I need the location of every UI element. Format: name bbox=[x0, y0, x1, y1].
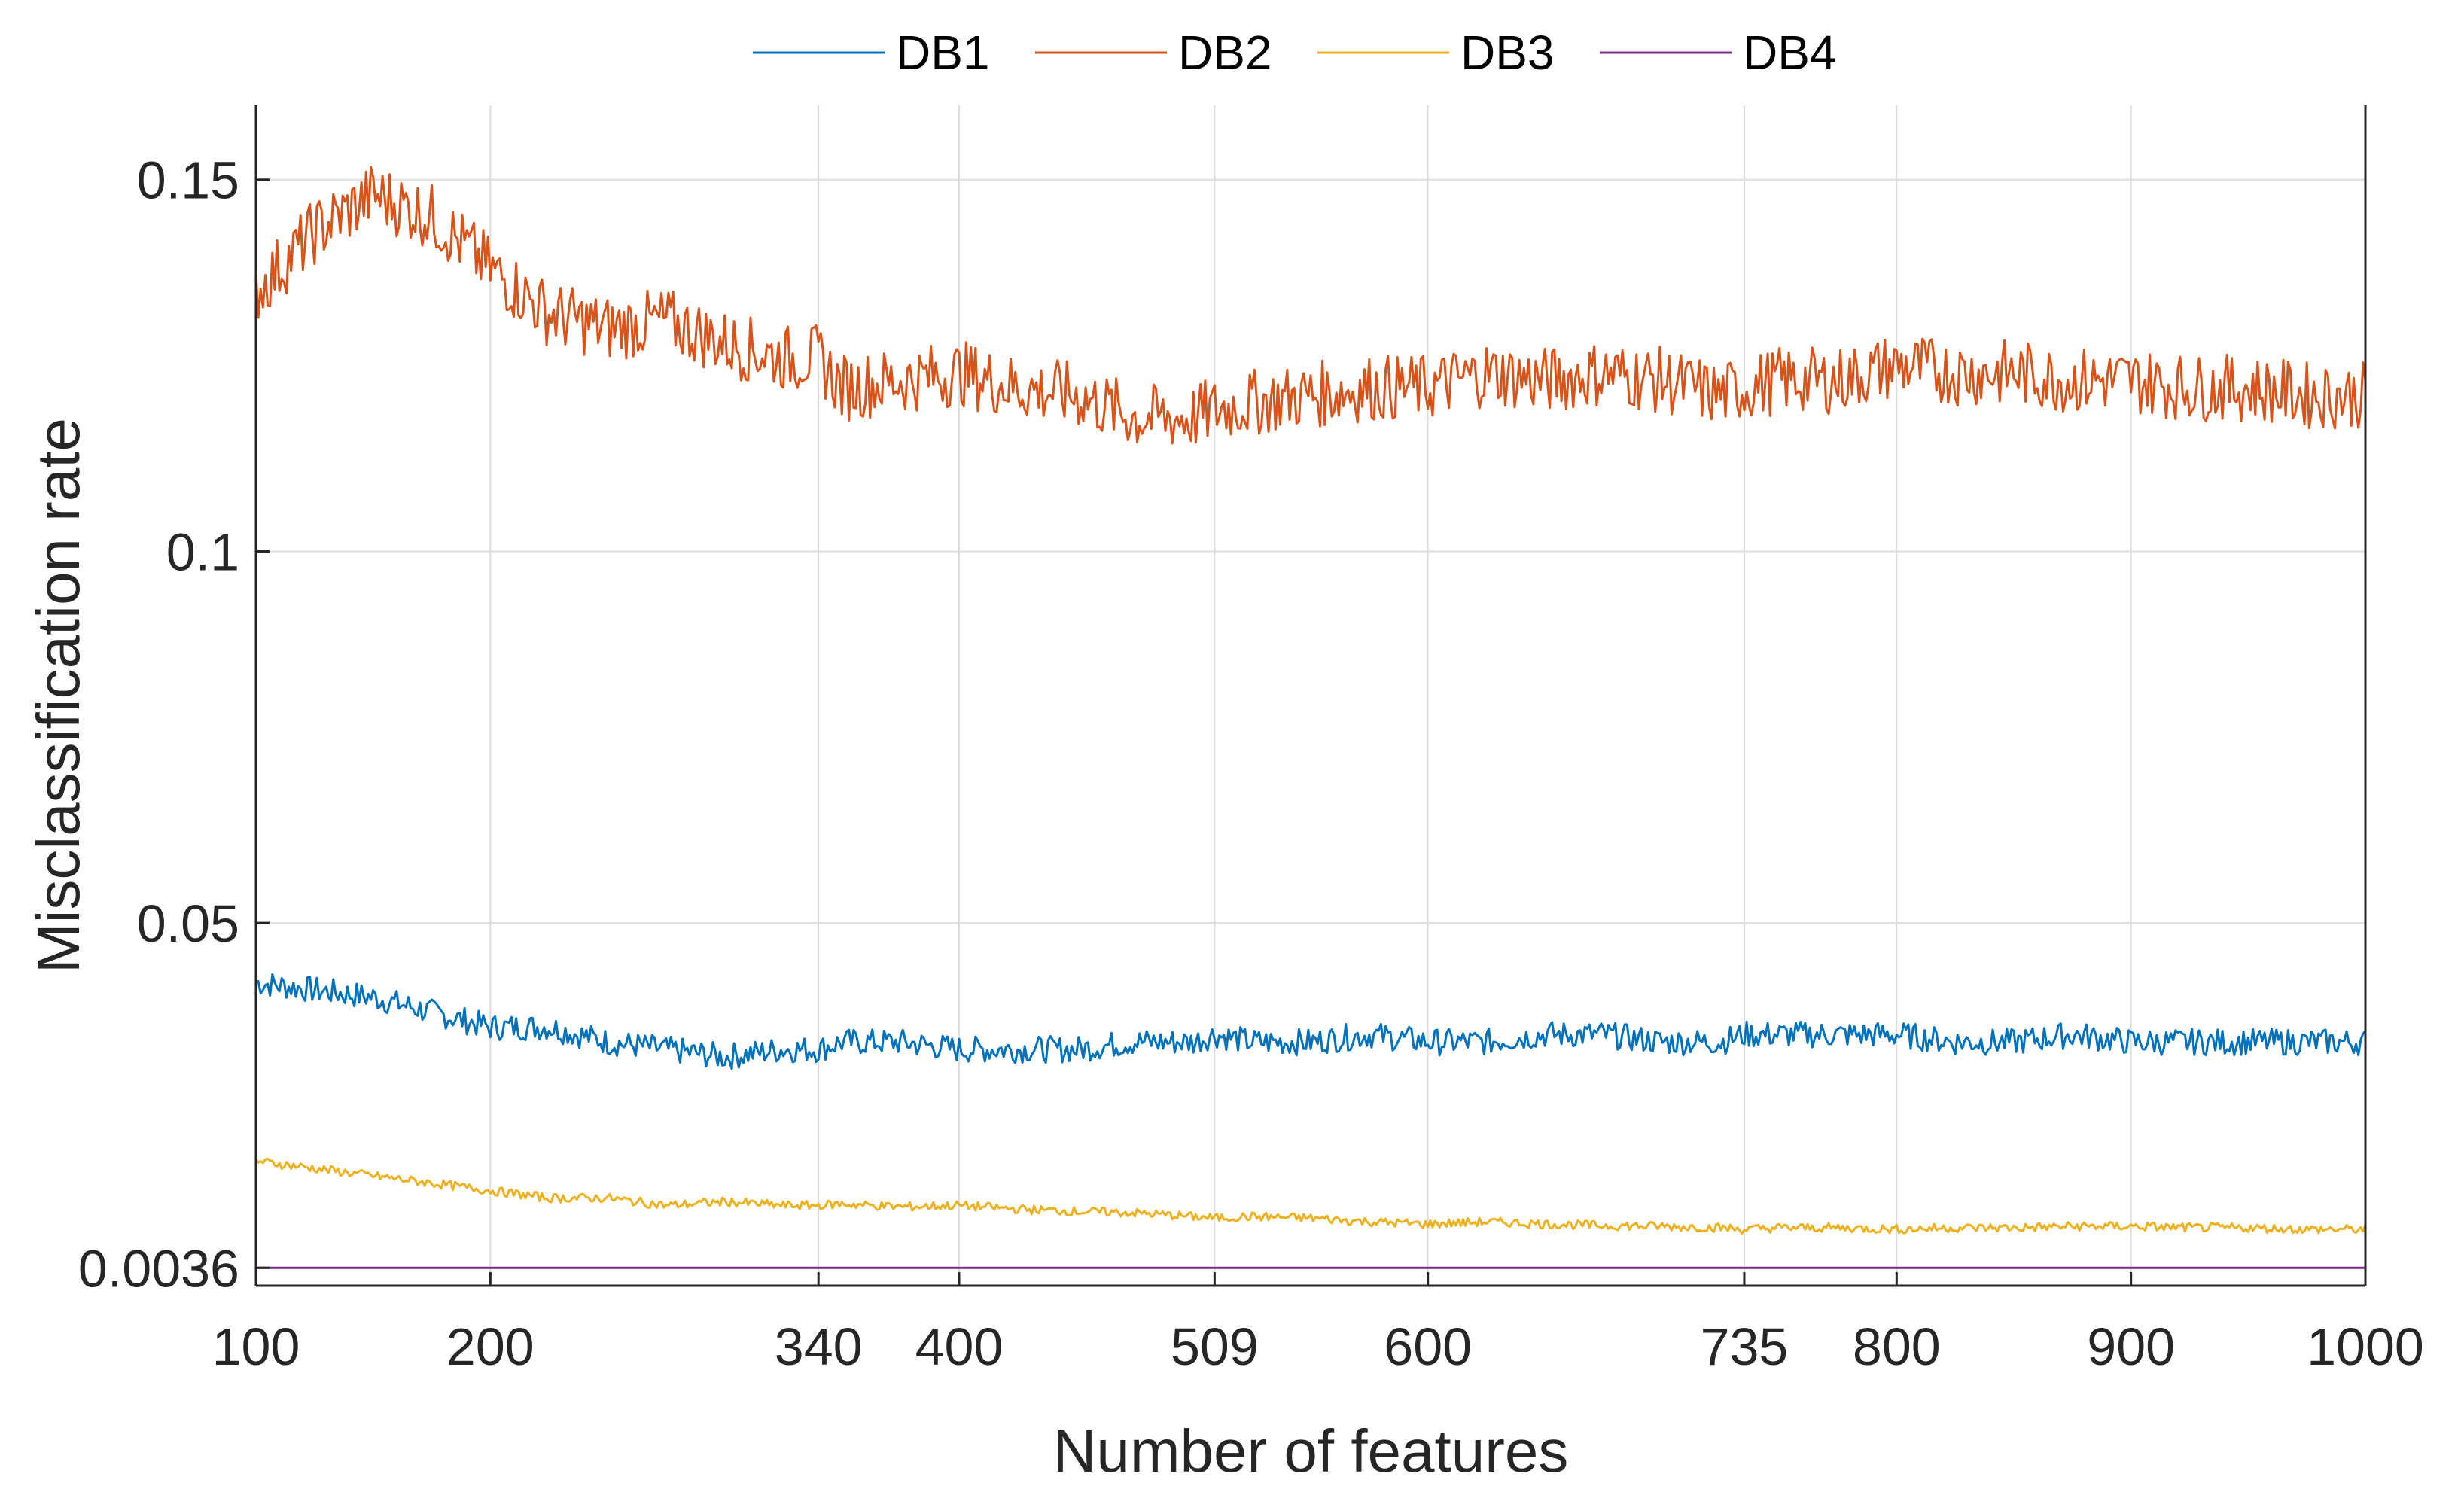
legend-label-db1: DB1 bbox=[896, 26, 990, 80]
x-tick-label: 509 bbox=[1171, 1317, 1259, 1376]
legend-label-db3: DB3 bbox=[1460, 26, 1555, 80]
legend: DB1 DB2 DB3 DB4 bbox=[753, 26, 1837, 80]
legend-label-db2: DB2 bbox=[1178, 26, 1272, 80]
series-line-db3 bbox=[254, 1157, 2367, 1235]
x-tick-label: 100 bbox=[212, 1317, 300, 1376]
y-axis-title: Misclassification rate bbox=[25, 418, 92, 973]
grid bbox=[256, 105, 2365, 1286]
x-tick-label: 400 bbox=[915, 1317, 1004, 1376]
y-axis-ticks: 0.0036 0.05 0.1 0.15 bbox=[78, 151, 270, 1298]
series-line-db1 bbox=[255, 973, 2367, 1070]
x-tick-label: 1000 bbox=[2307, 1317, 2424, 1376]
y-tick-label: 0.15 bbox=[137, 151, 239, 210]
x-tick-label: 900 bbox=[2087, 1317, 2175, 1376]
x-tick-label: 340 bbox=[775, 1317, 863, 1376]
x-tick-label: 800 bbox=[1853, 1317, 1941, 1376]
x-tick-label: 600 bbox=[1384, 1317, 1472, 1376]
legend-label-db4: DB4 bbox=[1743, 26, 1837, 80]
x-axis-ticks: 100 200 340 400 509 600 735 800 900 1000 bbox=[212, 1272, 2424, 1376]
series-lines bbox=[254, 166, 2367, 1269]
y-tick-label: 0.0036 bbox=[78, 1239, 239, 1298]
axes bbox=[254, 105, 2367, 1287]
series-line-db2 bbox=[254, 166, 2367, 445]
x-tick-label: 735 bbox=[1701, 1317, 1789, 1376]
y-tick-label: 0.05 bbox=[137, 894, 239, 953]
y-tick-label: 0.1 bbox=[166, 522, 239, 581]
x-tick-label: 200 bbox=[446, 1317, 535, 1376]
x-axis-title: Number of features bbox=[1053, 1417, 1569, 1484]
